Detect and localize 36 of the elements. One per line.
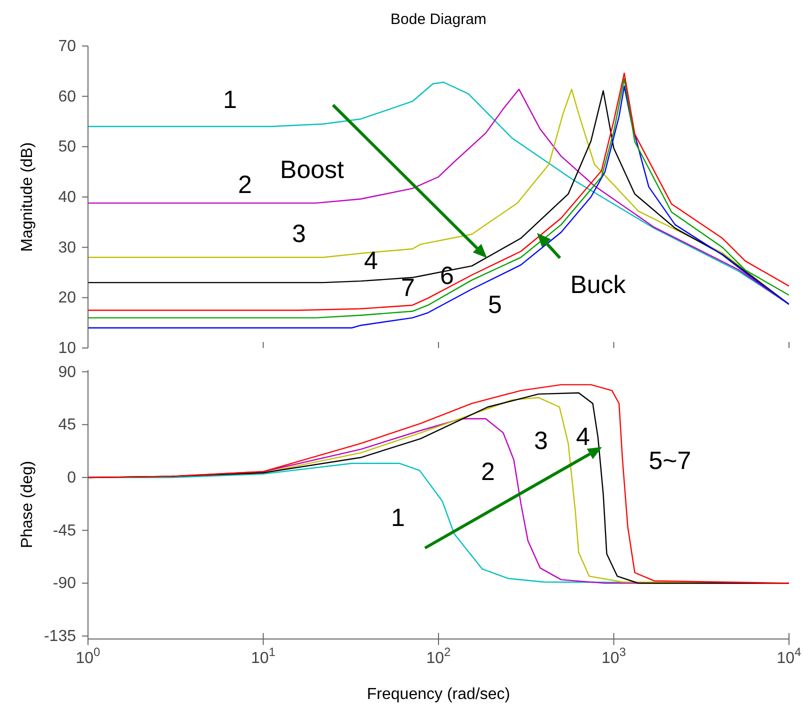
y-tick-label: 50 <box>58 138 76 156</box>
annotation: 2 <box>238 171 252 199</box>
y-tick-label: 90 <box>58 364 76 381</box>
annotation: 6 <box>440 262 454 290</box>
y-tick-label: -135 <box>44 628 76 646</box>
annotation: 3 <box>292 220 306 248</box>
y-tick-label: 45 <box>58 416 76 434</box>
x-axis-title: Frequency (rad/sec) <box>366 686 510 703</box>
y-axis-title: Phase (deg) <box>19 460 36 548</box>
y-tick-label: -45 <box>52 522 76 540</box>
y-tick-label: 40 <box>58 189 76 206</box>
y-tick-label: 0 <box>67 469 76 486</box>
annotation: 4 <box>364 247 378 275</box>
y-tick-label: -90 <box>52 575 76 592</box>
x-tick-label: 10$^{4}$ <box>776 645 802 667</box>
y-tick-label: 30 <box>58 239 76 256</box>
annotation: Buck <box>570 271 626 299</box>
y-tick-label: 10 <box>58 340 76 357</box>
annotation: 2 <box>481 458 495 486</box>
annotation: 7 <box>401 274 415 302</box>
annotation: 5 <box>488 291 502 319</box>
y-tick-label: 70 <box>58 38 76 55</box>
y-tick-label: 60 <box>58 88 76 106</box>
x-tick-label: 10$^{3}$ <box>602 645 626 667</box>
y-axis-title: Magnitude (dB) <box>19 142 36 252</box>
annotation: 1 <box>391 504 405 532</box>
annotation: 5~7 <box>648 447 692 475</box>
annotation: 1 <box>223 86 237 114</box>
annotation: 3 <box>534 427 548 455</box>
annotation: 4 <box>576 423 590 451</box>
y-tick-label: 20 <box>58 290 76 307</box>
annotation: Boost <box>280 156 344 184</box>
x-tick-label: 10$^{1}$ <box>251 645 276 667</box>
x-tick-label: 10$^{2}$ <box>426 645 452 667</box>
chart-title: Bode Diagram <box>390 11 486 28</box>
x-tick-label: 10$^{0}$ <box>76 645 101 667</box>
